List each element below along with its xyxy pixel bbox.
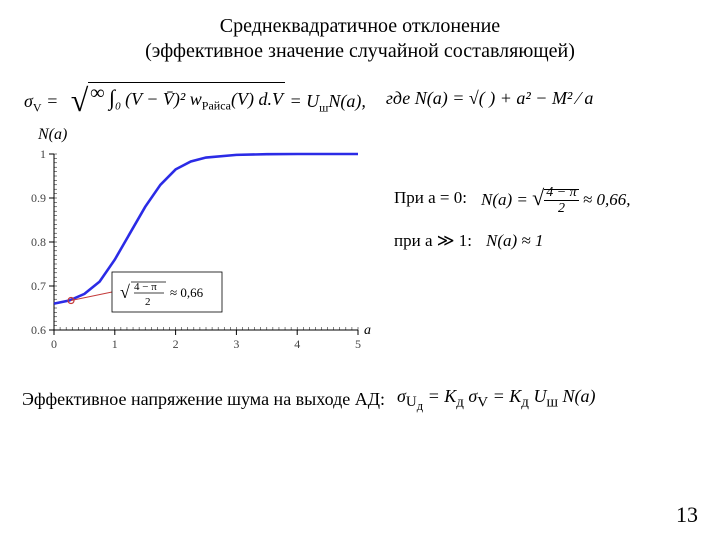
- chart-ylabel: N(a): [16, 126, 376, 144]
- formula-row: σV = √ ∞ ∫0 (V − V̄)² wРайса(V) d.V = Uш…: [0, 64, 720, 122]
- chart: 0 1 2 3 4 5 0.6 0.7 0.8 0.9 1 √ 4 − π 2 ≈ 0,66 a: [16, 146, 376, 356]
- bottom-eq: σUд = Kд σV = Kд Uш N(a): [397, 386, 596, 415]
- chart-container: N(a) 0 1 2 3 4 5 0.6 0.7 0.8 0.9 1 √ 4 − π 2 ≈ 0,66 a: [16, 126, 376, 356]
- page-number: 13: [676, 502, 698, 528]
- side-row1-rhs: N(a) = √4 − π2 ≈ 0,66,: [481, 174, 631, 222]
- svg-text:0: 0: [51, 337, 57, 351]
- bottom-label: Эффективное напряжение шума на выходе АД…: [22, 389, 385, 410]
- svg-text:0.7: 0.7: [31, 279, 46, 293]
- formula-where: где N(a) = √( ) + a² − M² ⁄ a: [386, 88, 593, 109]
- side-row2-lhs: при a ≫ 1:: [394, 222, 472, 259]
- svg-text:1: 1: [40, 147, 46, 161]
- svg-text:0.9: 0.9: [31, 191, 46, 205]
- svg-text:5: 5: [355, 337, 361, 351]
- svg-text:4: 4: [294, 337, 300, 351]
- title-line1: Среднеквадратичное отклонение: [0, 14, 720, 39]
- svg-text:2: 2: [145, 296, 151, 308]
- svg-text:3: 3: [233, 337, 239, 351]
- svg-text:a: a: [364, 323, 371, 338]
- svg-text:1: 1: [112, 337, 118, 351]
- svg-text:≈ 0,66: ≈ 0,66: [170, 285, 204, 300]
- side-row2-rhs: N(a) ≈ 1: [486, 222, 544, 259]
- side-equations: При a = 0: N(a) = √4 − π2 ≈ 0,66, при a …: [394, 126, 700, 260]
- formula-main: σV = √ ∞ ∫0 (V − V̄)² wРайса(V) d.V = Uш…: [24, 82, 366, 116]
- svg-text:4 − π: 4 − π: [134, 281, 157, 293]
- title-line2: (эффективное значение случайной составля…: [0, 39, 720, 64]
- bottom-row: Эффективное напряжение шума на выходе АД…: [0, 356, 720, 415]
- svg-text:√: √: [120, 282, 130, 302]
- svg-text:0.6: 0.6: [31, 323, 46, 337]
- svg-text:0.8: 0.8: [31, 235, 46, 249]
- page-title: Среднеквадратичное отклонение (эффективн…: [0, 0, 720, 64]
- svg-text:2: 2: [173, 337, 179, 351]
- side-row1-lhs: При a = 0:: [394, 179, 467, 216]
